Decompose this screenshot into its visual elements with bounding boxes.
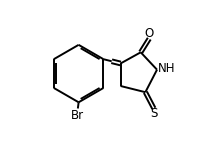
Text: Br: Br bbox=[71, 109, 84, 122]
Text: NH: NH bbox=[158, 62, 176, 75]
Text: S: S bbox=[151, 107, 158, 120]
Text: O: O bbox=[145, 27, 154, 40]
